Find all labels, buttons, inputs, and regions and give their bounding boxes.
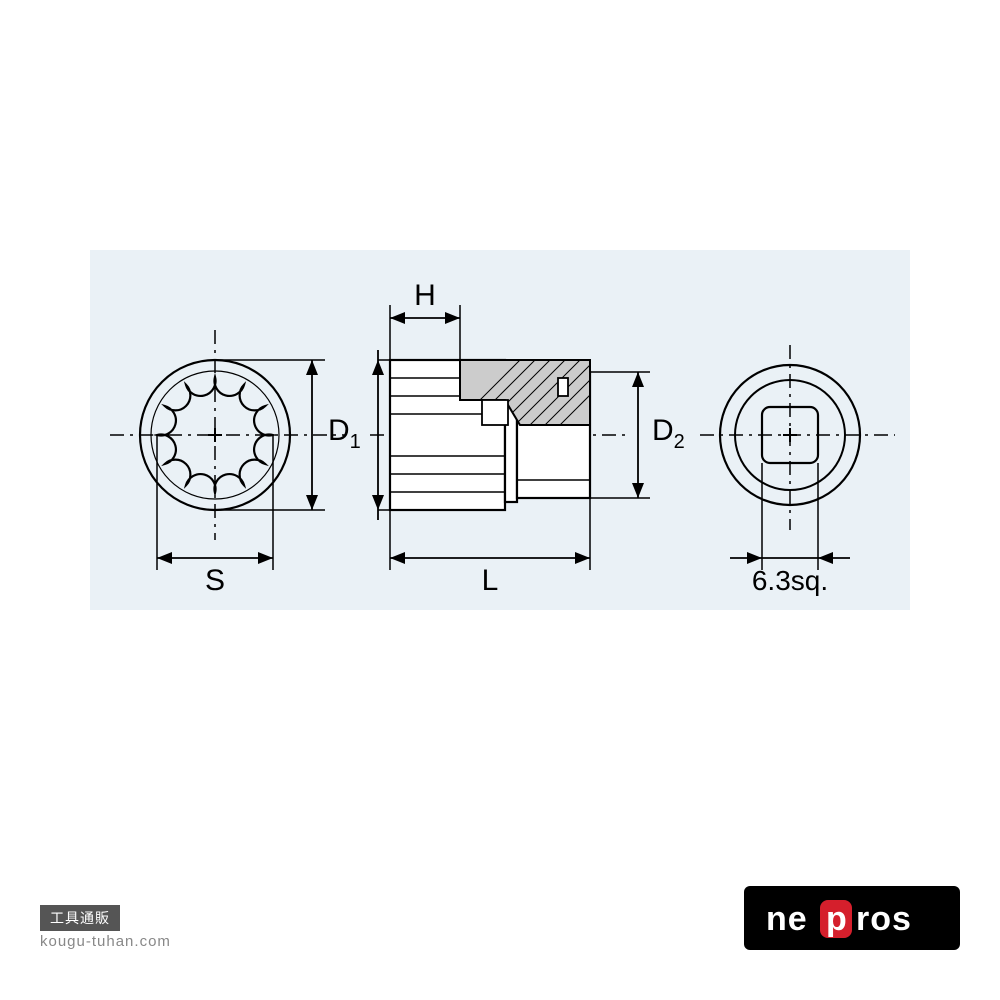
- footer: 工具通販 kougu-tuhan.com ne p ros: [0, 886, 1000, 950]
- label-D1: D: [328, 414, 350, 447]
- footer-left: 工具通販 kougu-tuhan.com: [40, 905, 171, 950]
- svg-text:ne: ne: [766, 900, 808, 938]
- label-D2: D: [652, 414, 674, 447]
- diagram-svg: S D1: [90, 250, 910, 610]
- label-D1-sub: 1: [350, 431, 361, 453]
- brand-logo: ne p ros: [744, 886, 960, 950]
- svg-text:ros: ros: [856, 900, 912, 938]
- label-S: S: [205, 564, 225, 597]
- site-badge: 工具通販: [40, 905, 120, 931]
- label-L: L: [482, 564, 499, 597]
- technical-diagram: S D1: [90, 250, 910, 610]
- label-drive: 6.3sq.: [752, 565, 828, 596]
- label-H: H: [414, 279, 436, 312]
- site-url: kougu-tuhan.com: [40, 933, 171, 950]
- label-D2-sub: 2: [674, 431, 685, 453]
- svg-text:p: p: [826, 900, 847, 938]
